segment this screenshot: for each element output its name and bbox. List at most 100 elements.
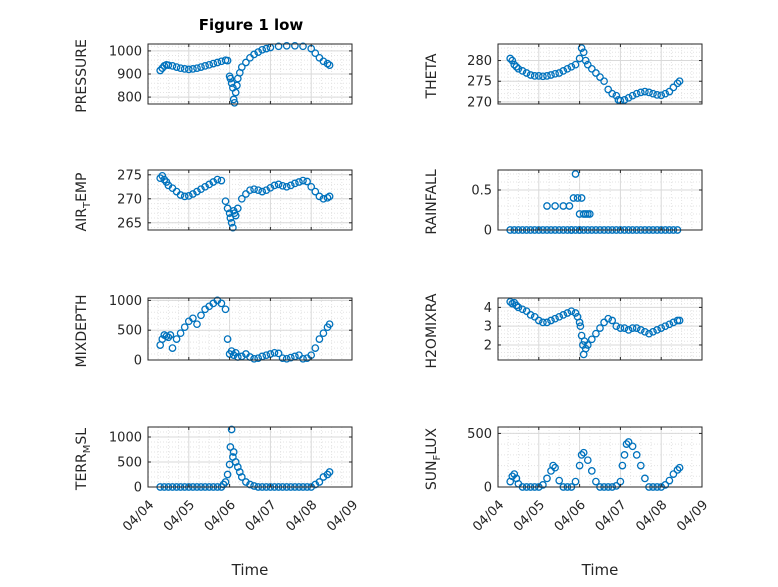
data-point [543,318,551,327]
y-tick-label: 4 [484,301,492,316]
data-point [636,326,645,334]
data-point [176,191,185,199]
data-point [325,320,334,329]
data-point [209,178,218,186]
data-point [618,461,627,470]
data-point [587,467,596,475]
data-point [231,211,240,220]
data-point [205,60,214,69]
data-point [226,74,235,83]
data-point [235,468,244,476]
data-point [230,98,239,107]
data-point [649,89,657,98]
axes-box [147,297,353,361]
data-point [193,320,201,329]
x-axis-label: Time [581,561,619,579]
data-point [201,182,209,191]
data-point [184,192,193,200]
data-point [576,322,585,331]
data-point [579,448,588,457]
data-point [547,71,555,79]
data-point [223,470,232,479]
data-point [197,63,205,71]
data-point [325,192,334,201]
data-point [534,316,543,325]
y-axis-label: H2OMIXRA [424,293,440,368]
data-point [592,69,600,77]
x-tick-label: 04/06 [202,498,239,535]
data-point [323,59,332,68]
axes-box [497,43,703,105]
data-point [246,186,254,195]
data-point [254,186,263,195]
data-point [227,347,236,355]
data-point [262,351,271,360]
data-point [274,349,283,358]
panel-theta: 270 275 280 THETA [424,43,703,110]
y-axis-label: RAINFALL [424,169,440,234]
data-point [575,318,584,327]
data-point [579,48,588,57]
data-point [624,326,633,334]
x-axis-label: Time [231,561,269,579]
y-tick-label: 500 [467,427,492,442]
data-point [673,79,682,88]
data-point [274,42,283,51]
data-point [250,185,258,194]
data-point [539,72,547,81]
axes-box [147,169,353,231]
data-point [262,44,271,53]
axes-box [497,426,703,488]
data-point [539,481,547,489]
data-point [559,67,568,75]
data-point [559,311,568,319]
data-point [508,472,517,481]
data-point [266,183,275,192]
axes-box [497,169,703,231]
y-tick-label: 500 [117,456,142,471]
data-point [581,56,590,65]
data-point [237,194,246,203]
data-point [653,91,661,99]
data-point [303,177,311,186]
data-point [227,218,236,227]
data-point [508,56,517,65]
data-point [675,463,684,472]
data-point [569,194,578,202]
data-point [571,170,580,178]
data-point [233,463,242,471]
data-point [583,456,592,465]
data-point [325,468,334,476]
data-point [661,322,670,331]
data-point [604,85,613,94]
data-point [543,202,551,210]
y-tick-label: 280 [467,54,492,69]
data-point [291,179,299,188]
data-point [299,42,307,51]
data-point [571,477,580,486]
figure-title: Figure 1 low [199,16,304,34]
data-point [669,470,678,478]
data-point [645,88,653,97]
data-point [506,54,515,63]
data-point [539,318,547,327]
data-point [645,329,653,338]
data-point [657,324,666,332]
data-point [565,202,574,210]
data-point [180,65,189,73]
data-point [653,326,661,334]
data-point [585,210,594,218]
data-point [223,335,232,343]
data-point [246,480,254,489]
data-point [657,91,666,100]
data-point [571,309,580,317]
axes-box [147,426,353,488]
y-tick-label: 500 [117,324,142,339]
data-point [282,41,291,50]
y-tick-label: 275 [117,168,142,183]
y-tick-label: 0 [484,481,492,496]
data-point [262,186,271,195]
data-point [555,312,564,321]
data-point [543,72,551,80]
data-point [205,180,214,189]
